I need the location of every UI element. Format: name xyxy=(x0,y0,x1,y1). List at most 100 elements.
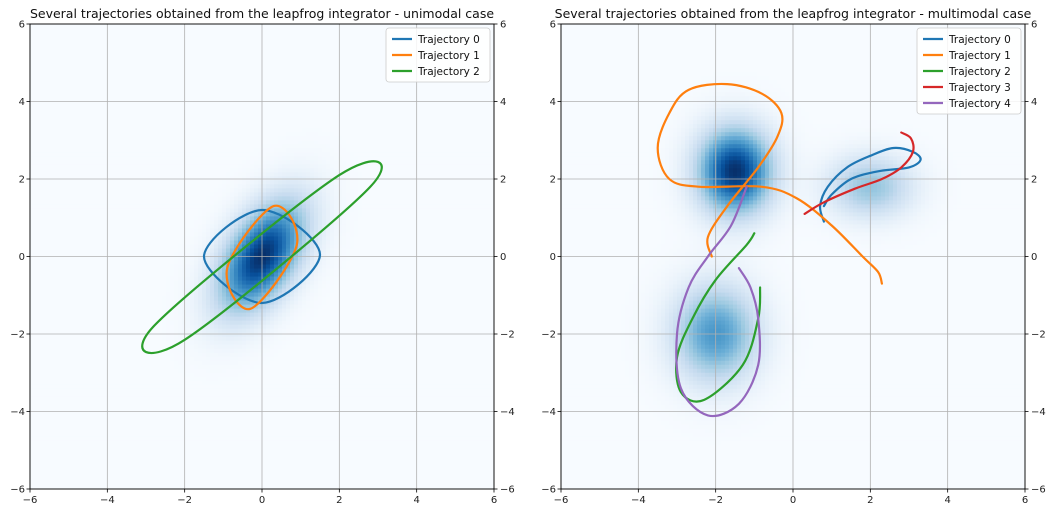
heatmap-cell xyxy=(102,152,107,157)
heatmap-cell xyxy=(118,240,123,246)
heatmap-cell xyxy=(150,456,155,462)
heatmap-cell xyxy=(174,448,179,454)
heatmap-cell xyxy=(58,200,63,205)
heatmap-cell xyxy=(86,268,91,274)
heatmap-cell xyxy=(50,252,55,258)
heatmap-cell xyxy=(94,92,99,97)
heatmap-cell xyxy=(42,448,47,454)
heatmap-cell xyxy=(142,340,147,346)
heatmap-cell xyxy=(178,140,183,145)
heatmap-cell xyxy=(110,444,115,450)
heatmap-cell xyxy=(174,140,179,145)
heatmap-cell xyxy=(110,280,115,286)
heatmap-cell xyxy=(98,284,103,290)
heatmap-cell xyxy=(114,48,119,53)
heatmap-cell xyxy=(166,392,171,398)
heatmap-cell xyxy=(78,452,83,458)
heatmap-cell xyxy=(38,120,43,125)
heatmap-cell xyxy=(114,336,119,342)
heatmap-cell xyxy=(86,252,91,258)
heatmap-cell xyxy=(166,472,171,478)
heatmap-cell xyxy=(190,240,195,246)
heatmap-cell xyxy=(118,324,123,330)
heatmap-cell xyxy=(126,36,131,41)
heatmap-cell xyxy=(146,376,151,382)
heatmap-cell xyxy=(98,352,103,358)
heatmap-cell xyxy=(122,348,127,354)
heatmap-cell xyxy=(122,232,127,238)
heatmap-cell xyxy=(98,148,103,153)
heatmap-cell xyxy=(38,460,43,466)
heatmap-cell xyxy=(90,324,95,330)
heatmap-cell xyxy=(146,40,151,45)
heatmap-cell xyxy=(98,208,103,214)
heatmap-cell xyxy=(134,272,139,278)
heatmap-cell xyxy=(66,432,71,438)
heatmap-cell xyxy=(174,268,179,274)
heatmap-cell xyxy=(66,364,71,370)
heatmap-cell xyxy=(74,332,79,338)
heatmap-cell xyxy=(110,368,115,374)
heatmap-cell xyxy=(162,24,167,29)
heatmap-cell xyxy=(138,232,143,238)
heatmap-cell xyxy=(102,156,107,161)
heatmap-cell xyxy=(66,192,71,197)
heatmap-cell xyxy=(122,320,127,326)
heatmap-cell xyxy=(38,208,43,214)
heatmap-cell xyxy=(46,368,51,374)
heatmap-cell xyxy=(158,440,163,446)
heatmap-cell xyxy=(166,476,171,482)
heatmap-cell xyxy=(146,108,151,113)
heatmap-cell xyxy=(30,112,35,117)
heatmap-cell xyxy=(114,424,119,430)
heatmap-cell xyxy=(134,244,139,250)
heatmap-cell xyxy=(122,280,127,286)
heatmap-cell xyxy=(42,372,47,378)
heatmap-cell xyxy=(86,372,91,378)
heatmap-cell xyxy=(146,116,151,121)
heatmap-cell xyxy=(38,48,43,53)
heatmap-cell xyxy=(54,212,59,218)
heatmap-cell xyxy=(178,156,183,161)
heatmap-cell xyxy=(158,120,163,125)
heatmap-cell xyxy=(162,172,167,177)
heatmap-cell xyxy=(30,364,35,370)
heatmap-cell xyxy=(90,156,95,161)
heatmap-cell xyxy=(30,272,35,278)
heatmap-cell xyxy=(114,212,119,218)
heatmap-cell xyxy=(42,388,47,394)
heatmap-cell xyxy=(62,444,67,450)
heatmap-cell xyxy=(54,36,59,41)
heatmap-cell xyxy=(98,280,103,286)
heatmap-cell xyxy=(34,36,39,41)
heatmap-cell xyxy=(46,216,51,222)
heatmap-cell xyxy=(130,268,135,274)
heatmap-cell xyxy=(162,384,167,390)
heatmap-cell xyxy=(142,400,147,406)
heatmap-cell xyxy=(38,256,43,262)
heatmap-cell xyxy=(134,124,139,129)
heatmap-cell xyxy=(194,192,199,197)
heatmap-cell xyxy=(70,264,75,270)
heatmap-cell xyxy=(70,48,75,53)
heatmap-cell xyxy=(102,72,107,77)
heatmap-cell xyxy=(38,436,43,442)
heatmap-cell xyxy=(174,108,179,113)
heatmap-cell xyxy=(50,428,55,434)
heatmap-cell xyxy=(46,328,51,334)
heatmap-cell xyxy=(122,332,127,338)
heatmap-cell xyxy=(74,256,79,262)
heatmap-cell xyxy=(118,480,123,486)
heatmap-cell xyxy=(106,120,111,125)
heatmap-cell xyxy=(126,68,131,73)
heatmap-cell xyxy=(42,172,47,177)
heatmap-cell xyxy=(90,300,95,306)
heatmap-cell xyxy=(126,72,131,77)
heatmap-cell xyxy=(174,180,179,185)
heatmap-cell xyxy=(170,144,175,149)
heatmap-cell xyxy=(62,164,67,169)
heatmap-cell xyxy=(178,164,183,169)
heatmap-cell xyxy=(46,260,51,266)
heatmap-cell xyxy=(30,252,35,258)
heatmap-cell xyxy=(174,228,179,234)
